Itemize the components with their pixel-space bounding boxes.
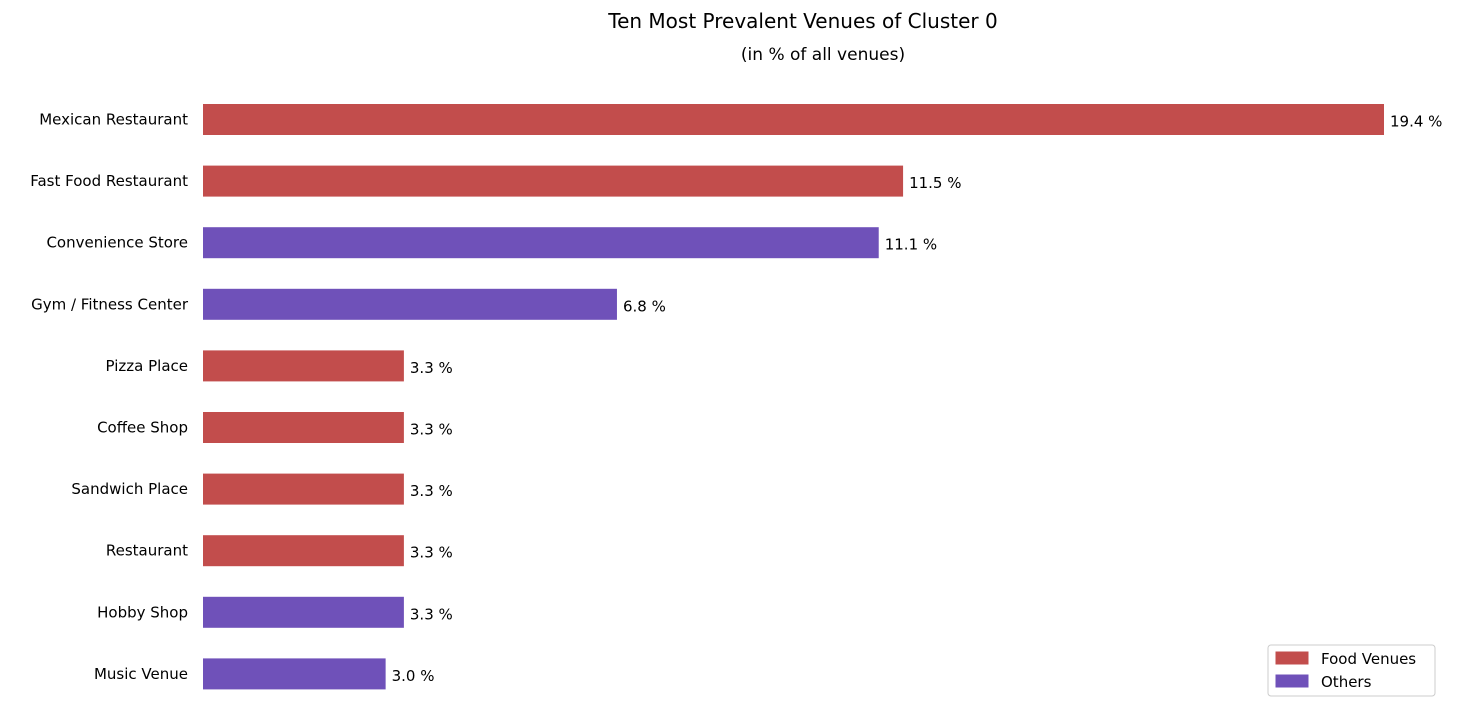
bar-music-venue (203, 658, 386, 690)
category-label-coffee-shop: Coffee Shop (97, 419, 188, 437)
legend-label-others: Others (1321, 673, 1372, 691)
value-label-restaurant: 3.3 % (410, 544, 453, 562)
value-label-convenience-store: 11.1 % (885, 236, 937, 254)
category-label-hobby-shop: Hobby Shop (97, 603, 188, 621)
legend: Food Venues Others (1267, 644, 1436, 697)
value-label-hobby-shop: 3.3 % (410, 605, 453, 623)
chart-title: Ten Most Prevalent Venues of Cluster 0 (607, 9, 997, 33)
value-label-pizza-place: 3.3 % (410, 359, 453, 377)
category-label-convenience-store: Convenience Store (46, 234, 188, 252)
value-label-fast-food-restaurant: 11.5 % (909, 174, 961, 192)
value-label-music-venue: 3.0 % (392, 667, 435, 685)
bar-sandwich-place (203, 473, 404, 505)
category-label-music-venue: Music Venue (94, 665, 188, 683)
category-label-restaurant: Restaurant (106, 542, 188, 560)
legend-label-food-venues: Food Venues (1321, 650, 1416, 668)
bars-group: Mexican Restaurant 19.4 % Fast Food Restau… (30, 104, 1442, 690)
value-label-gym-fitness-center: 6.8 % (623, 297, 666, 315)
legend-swatch-others (1275, 674, 1309, 688)
category-label-gym-fitness-center: Gym / Fitness Center (31, 295, 189, 313)
value-label-coffee-shop: 3.3 % (410, 421, 453, 439)
bar-gym-fitness-center (203, 288, 617, 320)
category-label-sandwich-place: Sandwich Place (71, 480, 188, 498)
bar-convenience-store (203, 227, 879, 259)
bar-pizza-place (203, 350, 404, 382)
bar-mexican-restaurant (203, 104, 1384, 135)
value-label-sandwich-place: 3.3 % (410, 482, 453, 500)
category-label-fast-food-restaurant: Fast Food Restaurant (30, 172, 188, 190)
legend-swatch-food-venues (1275, 651, 1309, 665)
category-label-pizza-place: Pizza Place (106, 357, 188, 375)
bar-restaurant (203, 535, 404, 567)
chart-subtitle: (in % of all venues) (741, 45, 905, 65)
legend-frame (1267, 644, 1436, 697)
bar-coffee-shop (203, 412, 404, 443)
bar-hobby-shop (203, 596, 404, 628)
category-label-mexican-restaurant: Mexican Restaurant (39, 111, 188, 129)
bar-fast-food-restaurant (203, 165, 904, 197)
value-label-mexican-restaurant: 19.4 % (1390, 113, 1442, 131)
